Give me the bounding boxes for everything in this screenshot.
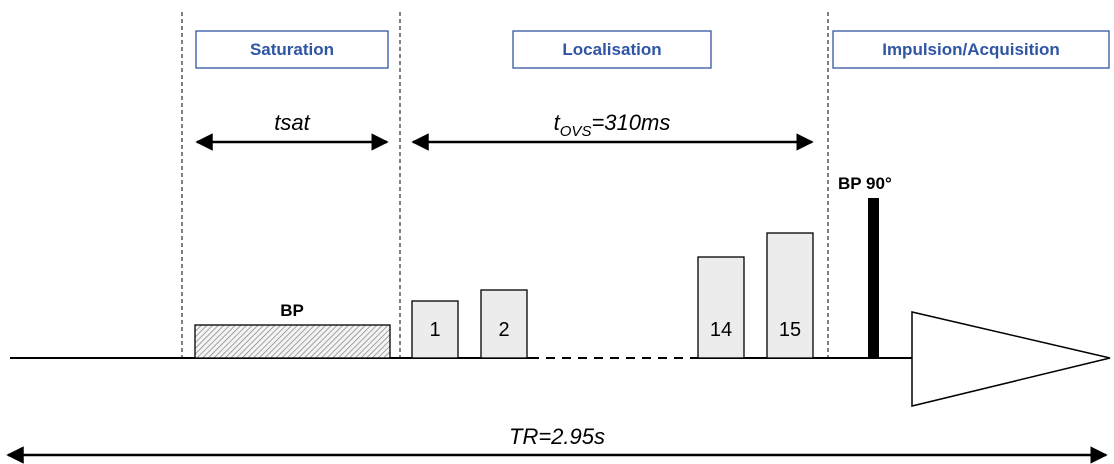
ovs-pulse-14: 14 bbox=[697, 256, 745, 359]
tovs-value: =310ms bbox=[591, 110, 670, 135]
ovs-pulse-15-label: 15 bbox=[779, 319, 801, 341]
ovs-pulse-14-label: 14 bbox=[710, 319, 732, 341]
saturation-pulse-label: BP bbox=[280, 301, 304, 320]
tovs-prefix: t bbox=[554, 110, 561, 135]
tovs-label: tOVS=310ms bbox=[554, 110, 671, 140]
tovs-subscript: OVS bbox=[560, 123, 592, 140]
ovs-pulse-1-label: 1 bbox=[429, 319, 440, 341]
ovs-pulse-2: 2 bbox=[480, 289, 528, 359]
ovs-pulse-15: 15 bbox=[766, 232, 814, 359]
tr-label: TR=2.95s bbox=[509, 424, 605, 449]
tsat-label: tsat bbox=[274, 110, 310, 135]
ovs-pulse-1: 1 bbox=[411, 300, 459, 359]
phase-saturation-label: Saturation bbox=[250, 40, 334, 59]
phase-acquisition: Impulsion/Acquisition bbox=[832, 30, 1110, 69]
saturation-pulse: BP bbox=[194, 301, 391, 359]
phase-saturation: Saturation bbox=[195, 30, 389, 69]
excitation-pulse-label: BP 90° bbox=[838, 174, 892, 193]
ovs-pulse-2-label: 2 bbox=[498, 319, 509, 341]
phase-acquisition-label: Impulsion/Acquisition bbox=[882, 40, 1060, 59]
phase-localisation-label: Localisation bbox=[562, 40, 661, 59]
phase-localisation: Localisation bbox=[512, 30, 712, 69]
acquisition-signal bbox=[911, 311, 1111, 407]
excitation-pulse: BP 90° bbox=[838, 174, 892, 358]
